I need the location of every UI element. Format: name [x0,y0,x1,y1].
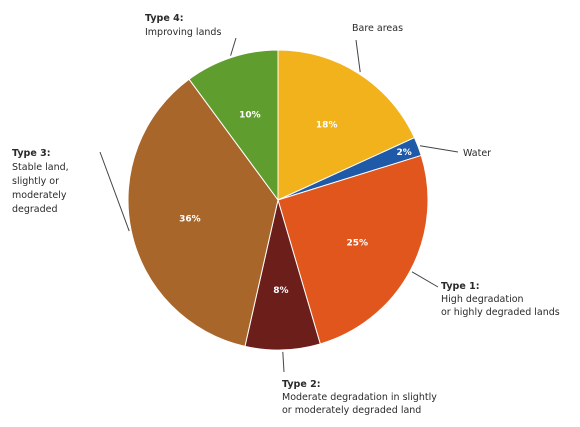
pie-percent-labels: 18% 2% 25% 8% 36% 10% [179,111,412,297]
pie-pct-label-type3: 36% [179,214,201,224]
label-type3-desc-line1: Stable land, [12,162,69,173]
pie-pct-label-bare: 18% [316,120,338,130]
label-bare-desc: Bare areas [352,23,403,34]
pie-pct-label-water: 2% [396,148,411,158]
leader-line-type4 [230,37,237,56]
label-type3-desc-line4: degraded [12,204,58,215]
pie-pct-label-type4: 10% [239,111,261,121]
pie-slice-bare [277,49,416,201]
leader-line-bare [355,39,361,73]
label-type3-title: Type 3: [12,148,51,159]
pie-slice-type1 [277,154,429,345]
label-type1-desc-line1: High degradation [441,294,524,305]
label-type2-desc-line1: Moderate degradation in slightly [282,392,437,403]
label-type1-title: Type 1: [441,281,480,292]
label-type3-desc-line2: slightly or [12,176,59,187]
label-type3-desc-line3: moderately [12,190,67,201]
leader-line-type2 [282,351,285,373]
pie-pct-label-type1: 25% [347,239,369,249]
label-type4-title: Type 4: [145,13,184,24]
leader-line-type3 [99,151,130,232]
pie-slice-type4 [188,49,279,202]
pie-slices [127,49,429,351]
leader-line-water [419,145,459,153]
leader-lines [99,37,459,373]
label-type1-desc-line2: or highly degraded lands [441,307,560,318]
pie-pct-label-type2: 8% [273,286,288,296]
label-type2-title: Type 2: [282,379,321,390]
label-type4-desc: Improving lands [145,27,221,38]
label-water-desc: Water [463,148,491,159]
label-type2-desc-line2: or moderately degraded land [282,405,421,416]
pie-slice-type3 [127,78,279,347]
leader-line-type1 [411,271,439,288]
